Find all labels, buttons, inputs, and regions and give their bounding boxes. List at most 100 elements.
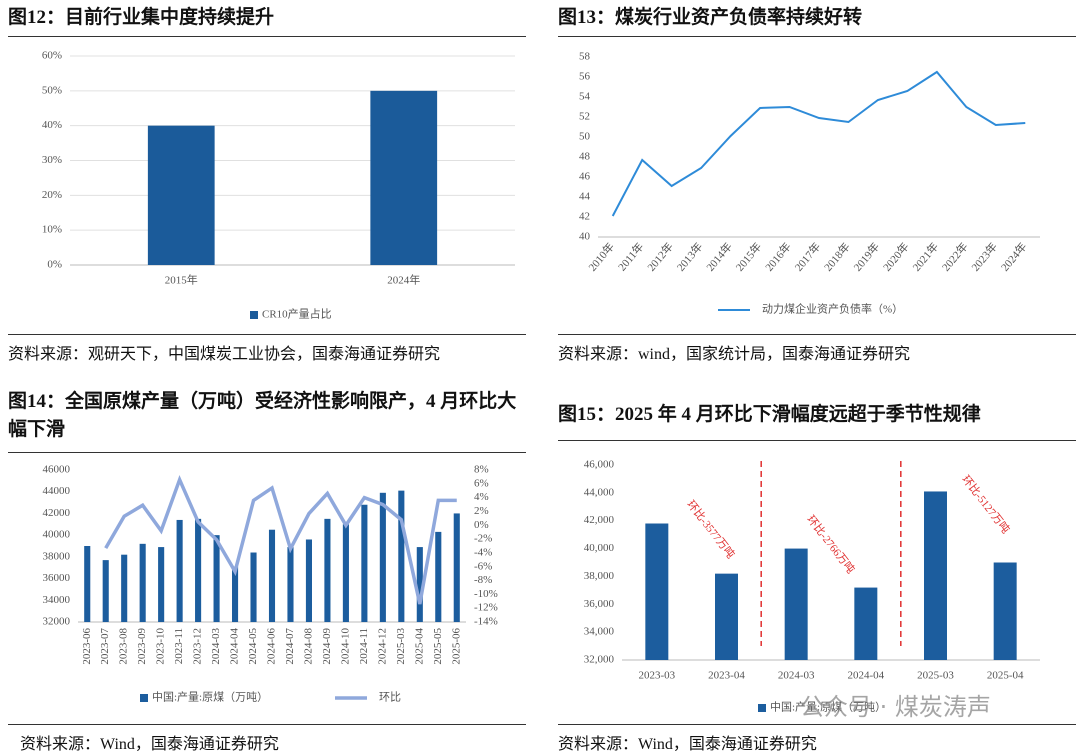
bar — [924, 491, 947, 660]
watermark: 公众号 · 煤炭涛声 — [800, 693, 991, 721]
y-tick-label: 50% — [42, 84, 62, 96]
rule — [558, 440, 1076, 441]
x-tick-label: 2015年 — [732, 240, 764, 274]
bar — [305, 539, 313, 622]
rule — [558, 724, 1076, 725]
bar — [158, 547, 165, 622]
x-tick-label: 2014年 — [703, 240, 735, 274]
y-tick-label: 30% — [42, 154, 62, 166]
rule — [8, 36, 526, 37]
y2-tick-label: -10% — [474, 588, 498, 600]
y-tick-label: 44 — [579, 191, 591, 203]
x-tick-label: 2025-05 — [432, 628, 444, 665]
bar — [435, 531, 442, 622]
y-tick-label: 48 — [579, 151, 591, 163]
line — [104, 474, 457, 605]
x-tick-label: 2023-03 — [638, 670, 675, 682]
x-tick-label: 2025-04 — [987, 670, 1024, 682]
x-tick-label: 2011年 — [615, 240, 647, 274]
bar — [268, 529, 276, 622]
y-tick-label: 32000 — [43, 616, 71, 628]
chart-title: 图14：全国原煤产量（万吨）受经济性影响限产，4 月环比大幅下滑 — [8, 391, 517, 440]
y-tick-label: 46,000 — [584, 459, 615, 471]
y-tick-label: 46000 — [43, 464, 71, 476]
x-tick-label: 2024-11 — [358, 628, 370, 664]
bar — [416, 547, 423, 622]
legend-label: 中国:产量:原煤（万吨） — [770, 700, 886, 714]
x-tick-label: 2023-08 — [118, 628, 130, 665]
legend-swatch — [140, 694, 148, 702]
y2-tick-label: -8% — [474, 574, 492, 586]
bar — [715, 573, 738, 660]
x-tick-label: 2025-03 — [917, 670, 954, 682]
source: 资料来源：wind，国家统计局，国泰海通证券研究 — [558, 346, 911, 363]
chart-title: 图15：2025 年 4 月环比下滑幅度远超于季节性规律 — [558, 404, 981, 425]
rule — [8, 452, 526, 453]
x-tick-label: 2024-07 — [284, 628, 296, 665]
x-tick-label: 2024-10 — [339, 628, 351, 665]
bar — [784, 548, 808, 660]
x-tick-label: 2012年 — [644, 240, 676, 274]
x-tick-label: 2024-09 — [321, 628, 333, 665]
x-tick-label: 2024-06 — [266, 628, 278, 665]
bar — [102, 560, 109, 622]
y-tick-label: 60% — [42, 50, 62, 62]
bar — [854, 587, 878, 660]
bar — [84, 546, 91, 622]
y2-tick-label: 0% — [474, 519, 489, 531]
y-tick-label: 46 — [579, 171, 591, 183]
annotation: 环比-5127万吨 — [959, 473, 1012, 536]
source: 资料来源：Wind，国泰海通证券研究 — [558, 736, 817, 752]
x-tick-label: 2013年 — [673, 240, 705, 274]
y2-tick-label: -6% — [474, 560, 492, 572]
x-tick-label: 2023-04 — [708, 670, 745, 682]
x-tick-label: 2024-03 — [778, 670, 815, 682]
y-tick-label: 44000 — [43, 485, 71, 497]
y-tick-label: 50 — [579, 131, 591, 143]
x-tick-label: 2024-05 — [247, 628, 259, 665]
x-tick-label: 2024-03 — [210, 628, 222, 665]
y-tick-label: 34000 — [43, 594, 71, 606]
x-tick-label: 2025-06 — [450, 628, 462, 665]
bar — [342, 524, 349, 622]
y2-tick-label: -14% — [474, 616, 498, 628]
x-tick-label: 2021年 — [909, 240, 941, 274]
chart-title: 图13：煤炭行业资产负债率持续好转 — [558, 7, 863, 28]
line — [611, 70, 1026, 217]
y2-tick-label: -12% — [474, 602, 498, 614]
y-tick-label: 52 — [579, 111, 590, 123]
bar — [379, 492, 386, 622]
x-tick-label: 2018年 — [821, 240, 853, 274]
y-tick-label: 44,000 — [584, 486, 615, 498]
y2-tick-label: 8% — [474, 464, 489, 476]
rule — [8, 334, 526, 335]
legend-label: 动力煤企业资产负债率（%） — [762, 302, 903, 316]
bar — [147, 125, 215, 266]
y-tick-label: 42,000 — [584, 514, 615, 526]
bar — [213, 535, 220, 622]
y-tick-label: 54 — [579, 91, 591, 103]
x-tick-label: 2024年 — [387, 273, 420, 287]
x-tick-label: 2020年 — [880, 240, 912, 274]
y-tick-label: 0% — [47, 259, 62, 271]
y-tick-label: 38,000 — [584, 570, 615, 582]
legend-swatch — [758, 704, 766, 712]
bar — [250, 552, 257, 622]
y2-tick-label: -4% — [474, 546, 492, 558]
source: 资料来源：观研天下，中国煤炭工业协会，国泰海通证券研究 — [8, 346, 441, 363]
annotation: 环比-2766万吨 — [804, 513, 857, 576]
x-tick-label: 2019年 — [850, 240, 882, 274]
y-tick-label: 58 — [579, 51, 591, 63]
y-tick-label: 40% — [42, 119, 62, 131]
y-tick-label: 10% — [42, 224, 62, 236]
bar — [453, 513, 460, 622]
y-tick-label: 40 — [579, 231, 591, 243]
bar — [993, 562, 1017, 660]
y2-tick-label: -2% — [474, 533, 492, 545]
legend-label: CR10产量占比 — [262, 307, 332, 321]
y-tick-label: 20% — [42, 189, 62, 201]
bar — [324, 518, 331, 622]
x-tick-label: 2010年 — [585, 240, 617, 274]
y-tick-label: 40,000 — [584, 542, 615, 554]
